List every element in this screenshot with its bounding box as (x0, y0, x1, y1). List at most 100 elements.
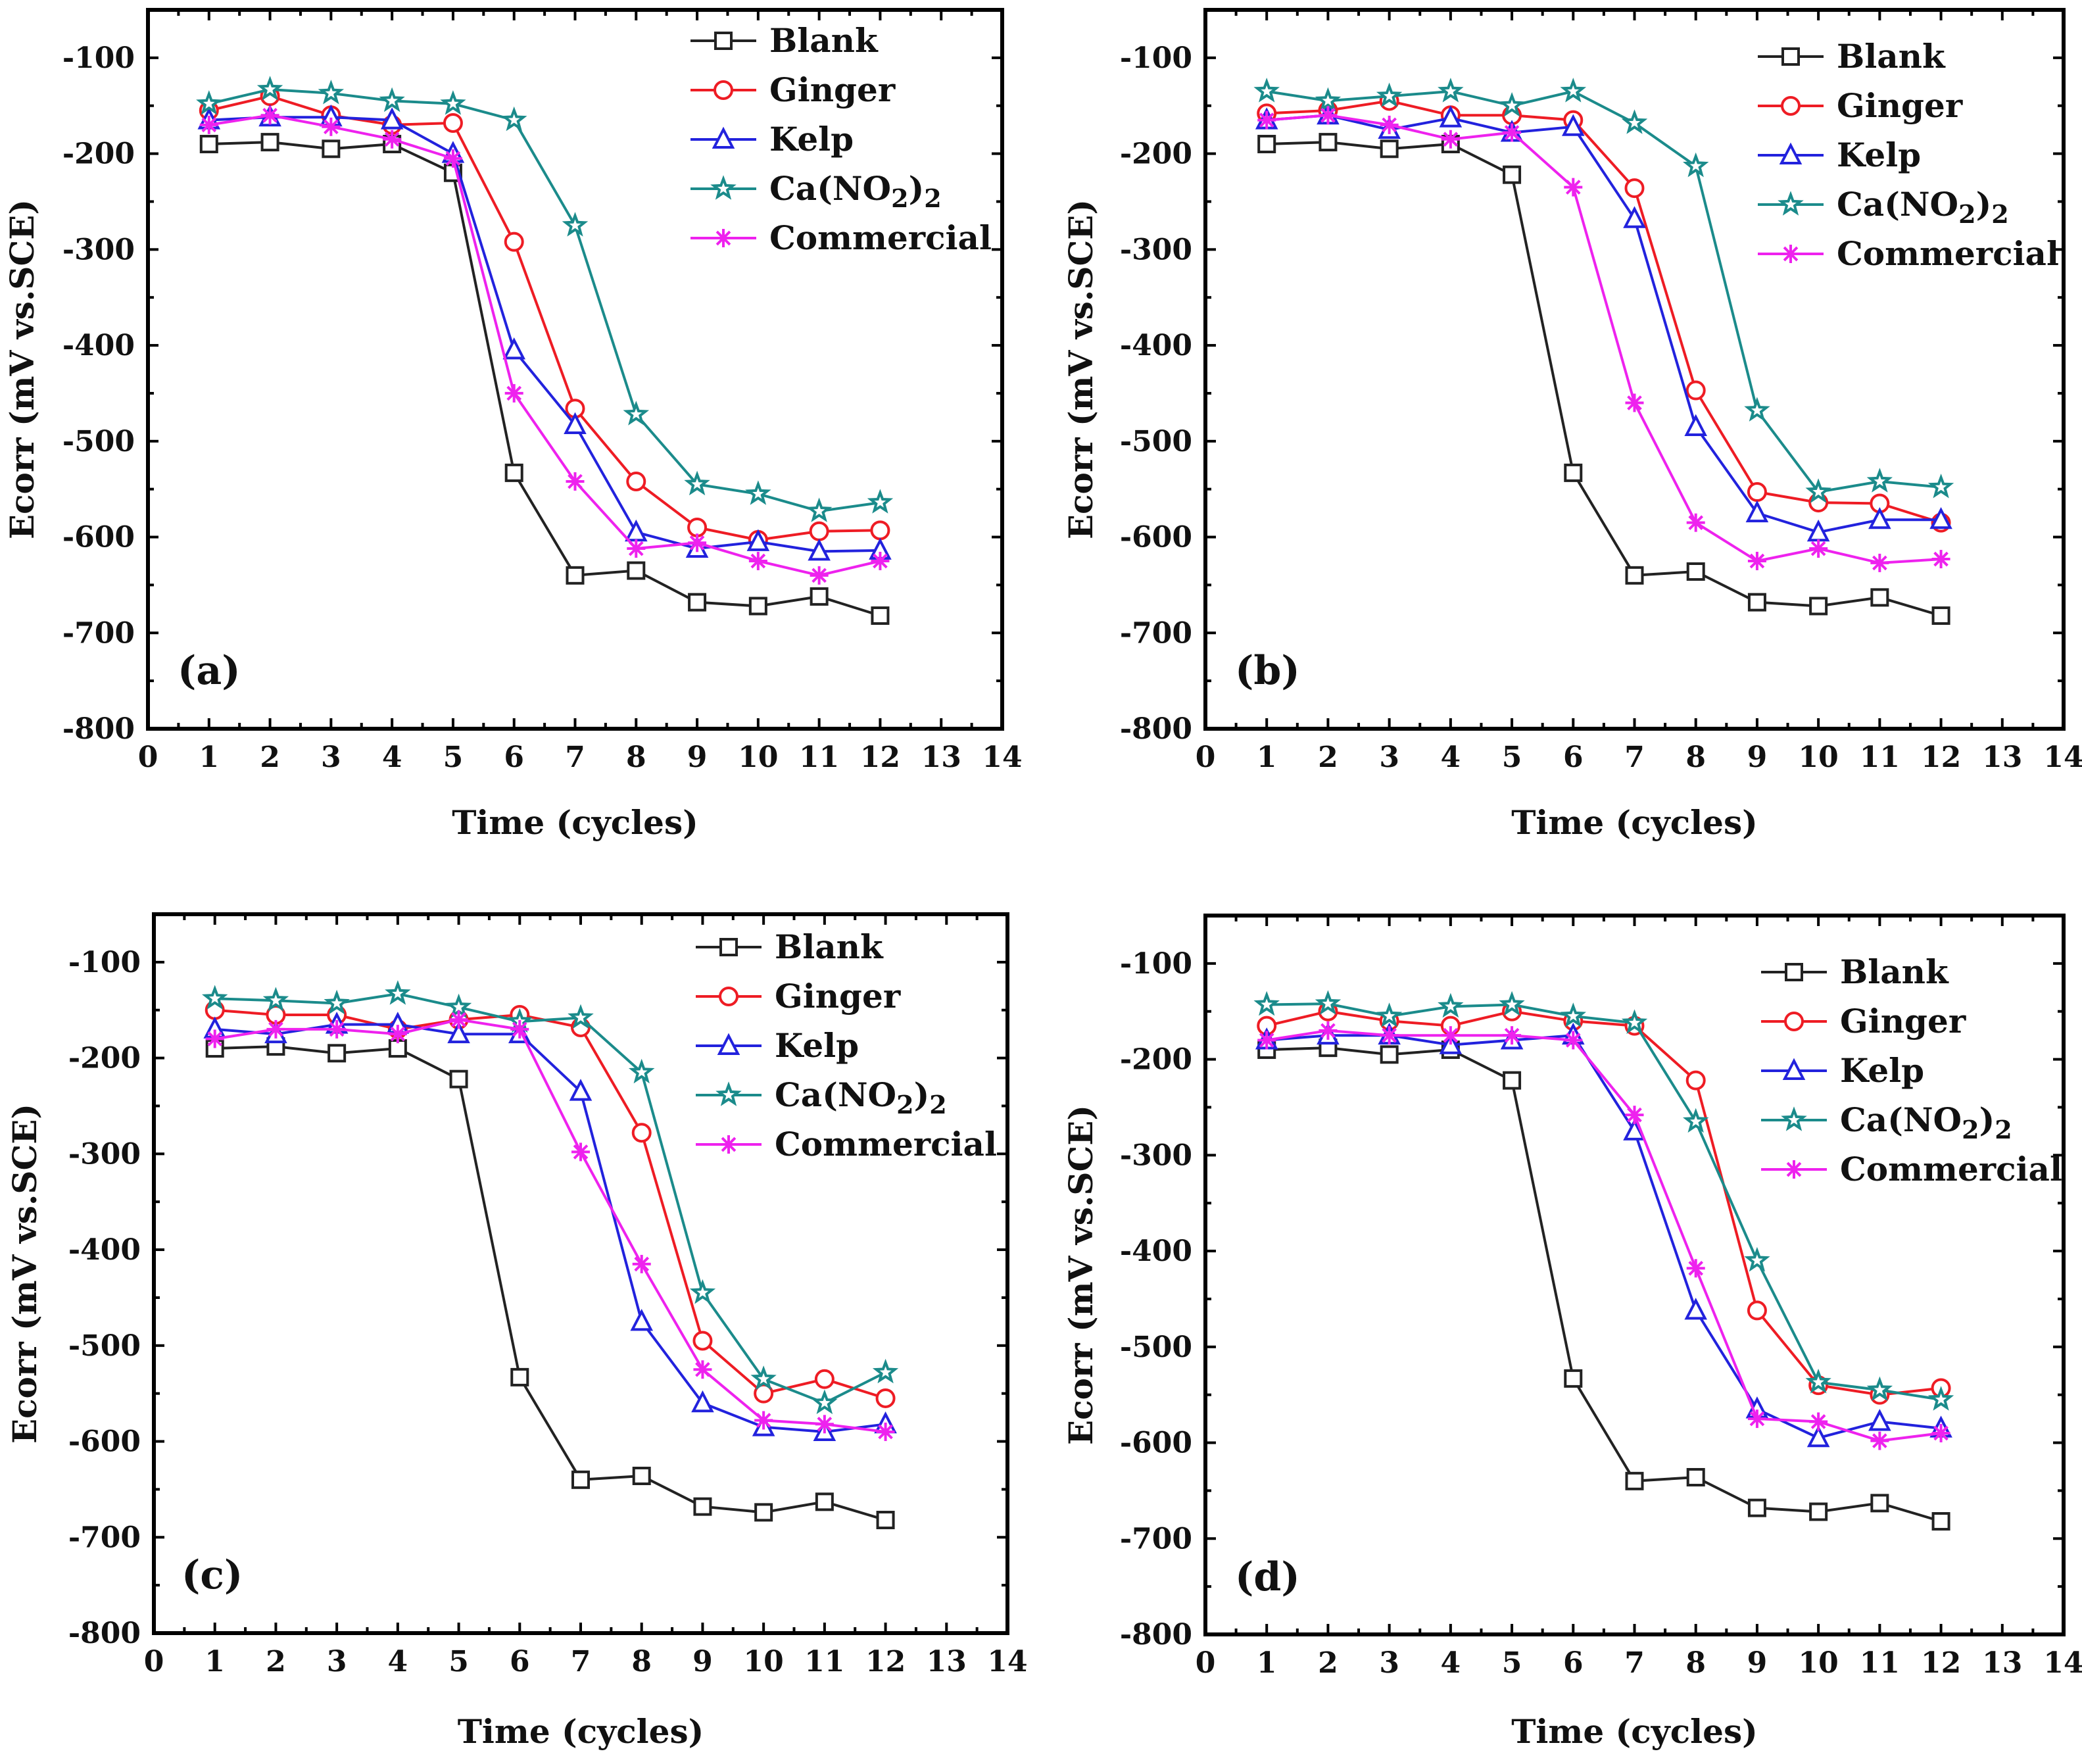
chart-panel-c: 0 1 2 3 4 5 6 7 8 9 10 11 12 13 14-800-700-600-500-400… (5, 912, 1028, 1751)
data-point (256, 76, 283, 101)
data-point (815, 1492, 834, 1511)
data-point (1253, 78, 1280, 103)
data-point (1380, 139, 1399, 159)
legend-marker (1785, 1160, 1803, 1179)
data-point (510, 1019, 529, 1039)
x-tick-label: 10 (1799, 1646, 1839, 1680)
legend: Blank Ginger Kelp Ca(NO2)2 Commercial (1758, 37, 2059, 273)
data-point (1684, 1298, 1708, 1320)
legend-item: Kelp (696, 1026, 859, 1065)
y-tick-label: -500 (1120, 1331, 1192, 1364)
x-tick-label: 1 (199, 741, 219, 774)
data-point (1564, 1369, 1583, 1388)
legend-label: Ginger (775, 977, 901, 1016)
x-tick-label: 4 (1441, 741, 1461, 774)
data-point (1560, 1002, 1587, 1027)
legend-label: Ca(NO2)2 (1840, 1100, 2012, 1144)
legend-label: Commercial (769, 218, 992, 257)
legend-marker (1782, 1058, 1806, 1080)
legend-marker (717, 1033, 740, 1055)
data-point (1809, 1502, 1828, 1521)
data-point (260, 133, 279, 152)
legend-marker (1779, 142, 1803, 164)
data-point (199, 115, 218, 134)
data-point (876, 1422, 895, 1441)
data-point (627, 539, 646, 558)
data-point (1686, 513, 1705, 532)
y-tick-label: -400 (68, 1233, 141, 1267)
x-tick-label: 8 (626, 741, 646, 774)
data-point (440, 90, 466, 115)
data-point (870, 520, 890, 541)
legend-marker (715, 1081, 742, 1106)
data-point (1805, 1368, 1831, 1394)
y-tick-label: -300 (1120, 233, 1192, 266)
data-point (1621, 1009, 1648, 1035)
data-point (500, 106, 527, 132)
x-tick-label: 1 (1257, 1646, 1277, 1680)
data-point (1319, 133, 1338, 152)
x-tick-label: 2 (1318, 1646, 1338, 1680)
data-point (632, 1254, 651, 1273)
data-point (1623, 1118, 1646, 1140)
data-point (443, 112, 463, 133)
data-point (1315, 990, 1342, 1015)
data-point (1686, 562, 1705, 581)
data-point (1503, 165, 1522, 184)
legend-marker (714, 229, 733, 247)
panel-label: (d) (1235, 1554, 1300, 1600)
x-tick-label: 12 (1921, 1646, 1961, 1680)
data-point (684, 470, 710, 496)
series-line (208, 116, 881, 553)
x-tick-label: 6 (1563, 741, 1584, 774)
legend-item: Blank (1758, 37, 1946, 76)
data-point (1441, 1026, 1460, 1045)
data-point (1931, 1423, 1950, 1442)
series-commercial (199, 106, 890, 585)
data-point (1747, 551, 1766, 570)
x-tick-label: 2 (1318, 741, 1338, 774)
legend-item: Commercial (690, 218, 992, 257)
legend-marker (1781, 47, 1800, 66)
y-tick-label: -600 (68, 1425, 141, 1459)
data-point (1682, 152, 1709, 178)
x-tick-label: 11 (1860, 1646, 1900, 1680)
series-line (1266, 89, 1941, 494)
data-point (196, 90, 222, 115)
data-point (504, 383, 523, 403)
legend-marker (1784, 1012, 1804, 1031)
data-point (1564, 178, 1583, 197)
data-point (1868, 506, 1891, 529)
y-tick-label: -500 (68, 1329, 141, 1363)
y-tick-label: -100 (1120, 947, 1192, 981)
x-tick-label: 5 (1502, 741, 1522, 774)
data-point (1625, 566, 1644, 585)
data-point (815, 1415, 834, 1434)
y-axis-title: Ecorr (mV vs.SCE) (3, 199, 41, 539)
legend-marker (1781, 96, 1801, 116)
legend-label: Ginger (769, 70, 896, 109)
data-point (1931, 606, 1950, 625)
series-line (1266, 1029, 1941, 1442)
legend-item: Commercial (1761, 1150, 2062, 1188)
x-tick-label: 3 (321, 741, 341, 774)
x-tick-label: 0 (138, 741, 158, 774)
data-point (750, 1365, 777, 1390)
legend: Blank Ginger Kelp Ca(NO2)2 Commercial (690, 21, 992, 257)
series-line (208, 114, 881, 577)
series-line (208, 87, 881, 513)
legend-label: Ca(NO2)2 (775, 1075, 947, 1119)
legend-item: Ca(NO2)2 (1758, 185, 2009, 229)
legend-marker (714, 32, 733, 50)
x-tick-label: 6 (504, 741, 524, 774)
data-point (504, 463, 523, 482)
x-axis-title: Time (cycles) (1511, 1712, 1758, 1751)
series-line (208, 141, 881, 617)
series-blank (205, 1037, 895, 1530)
x-tick-label: 9 (687, 741, 708, 774)
series-line (214, 1008, 886, 1400)
legend-marker (714, 80, 733, 100)
series-ca-no2-2 (1253, 78, 1954, 503)
data-point (806, 497, 833, 522)
data-point (1503, 123, 1522, 142)
